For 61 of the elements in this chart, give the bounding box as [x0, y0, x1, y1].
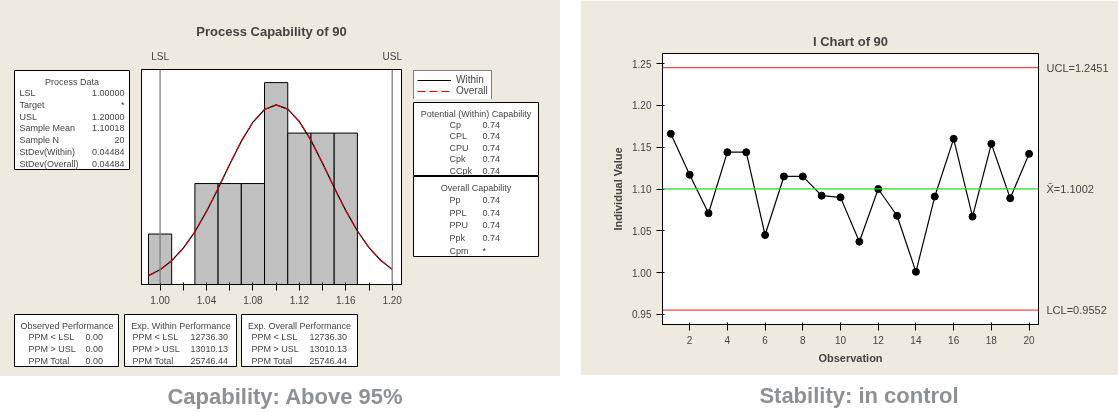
y-axis-title: Individual Value [612, 147, 625, 231]
point [1025, 149, 1034, 158]
x-tick-label: 12 [872, 334, 885, 346]
x-tick-label: 1.04 [196, 294, 217, 306]
point [930, 192, 939, 201]
text: Overall Capability Pp 0.74 PPL 0.74 PPU 0.74 Ppk 0.74 Cpm * [440, 182, 512, 256]
y-tick-label: 1.00 [632, 267, 652, 279]
point [798, 172, 807, 181]
legend-label: Within [456, 74, 484, 85]
x-tick-label: 1.12 [289, 294, 310, 306]
text: Exp. Overall Performance PPM < LSL 12736.30 PPM > USL 13010.13 PPM Total 25746.44 [247, 320, 352, 366]
y-tick-label: 1.15 [632, 142, 652, 154]
y-tick-label: 0.95 [632, 309, 652, 321]
x-tick-label: 1.00 [150, 294, 171, 306]
x-axis-title: Observation [818, 351, 883, 364]
text: Process Data LSL 1.00000 Target * USL 1.20000 Sample Mean 1.10018 Sample N 20 StDev(Within) 0.04484 StDev(Overall) 0.04484 [19, 76, 125, 169]
point [949, 134, 958, 143]
x-tick-label: 16 [948, 334, 960, 346]
ref-line-label: X̄=1.1002 [1046, 182, 1094, 195]
x-tick-label: 1.20 [382, 294, 403, 306]
y-tick-label: 1.10 [632, 184, 652, 195]
x-tick-label: 18 [985, 334, 998, 346]
ref-line-label: LCL=0.9552 [1046, 304, 1107, 317]
chart-title: I Chart of 90 [812, 33, 889, 49]
point [987, 139, 996, 148]
x-tick-label: 1.16 [336, 294, 356, 306]
point [742, 148, 751, 157]
ref-line-label: USL [382, 50, 403, 62]
text: Capability: Above 95% [167, 383, 403, 411]
text: Potential (Within) Capability Cp 0.74 CPL 0.74 CPU 0.74 Cpk 0.74 CCpk 0.74 [420, 108, 532, 176]
text: Exp. Within Performance PPM < LSL 12736.30 PPM > USL 13010.13 PPM Total 25746.44 [131, 320, 231, 366]
point [836, 193, 845, 202]
point [685, 170, 694, 179]
point [968, 212, 977, 221]
ref-line-label: LSL [151, 50, 170, 62]
ref-line-label: UCL=1.2451 [1046, 61, 1109, 74]
point [666, 129, 675, 138]
text: Observed Performance PPM < LSL 0.00 PPM > USL 0.00 PPM Total 0.00 [20, 320, 114, 366]
point [855, 237, 864, 246]
point [779, 172, 788, 181]
point [1006, 194, 1015, 203]
point [911, 267, 920, 276]
legend-label: Overall [456, 85, 488, 96]
y-tick-label: 1.25 [632, 58, 652, 70]
point [817, 191, 826, 200]
y-tick-label: 1.05 [632, 225, 652, 237]
x-tick-label: 14 [910, 334, 922, 346]
point [893, 211, 902, 220]
x-tick-label: 1.08 [243, 294, 264, 306]
x-tick-label: 4 [724, 334, 731, 346]
x-tick-label: 20 [1023, 334, 1036, 346]
x-tick-label: 10 [834, 334, 847, 346]
chart-title: Process Capability of 90 [196, 23, 347, 39]
y-tick-label: 1.20 [632, 100, 652, 112]
point [704, 209, 713, 218]
x-tick-label: 8 [800, 334, 807, 346]
point [723, 148, 732, 157]
point [761, 231, 770, 239]
x-tick-label: 6 [762, 334, 769, 346]
x-tick-label: 2 [686, 334, 693, 346]
text: Stability: in control [759, 382, 959, 410]
